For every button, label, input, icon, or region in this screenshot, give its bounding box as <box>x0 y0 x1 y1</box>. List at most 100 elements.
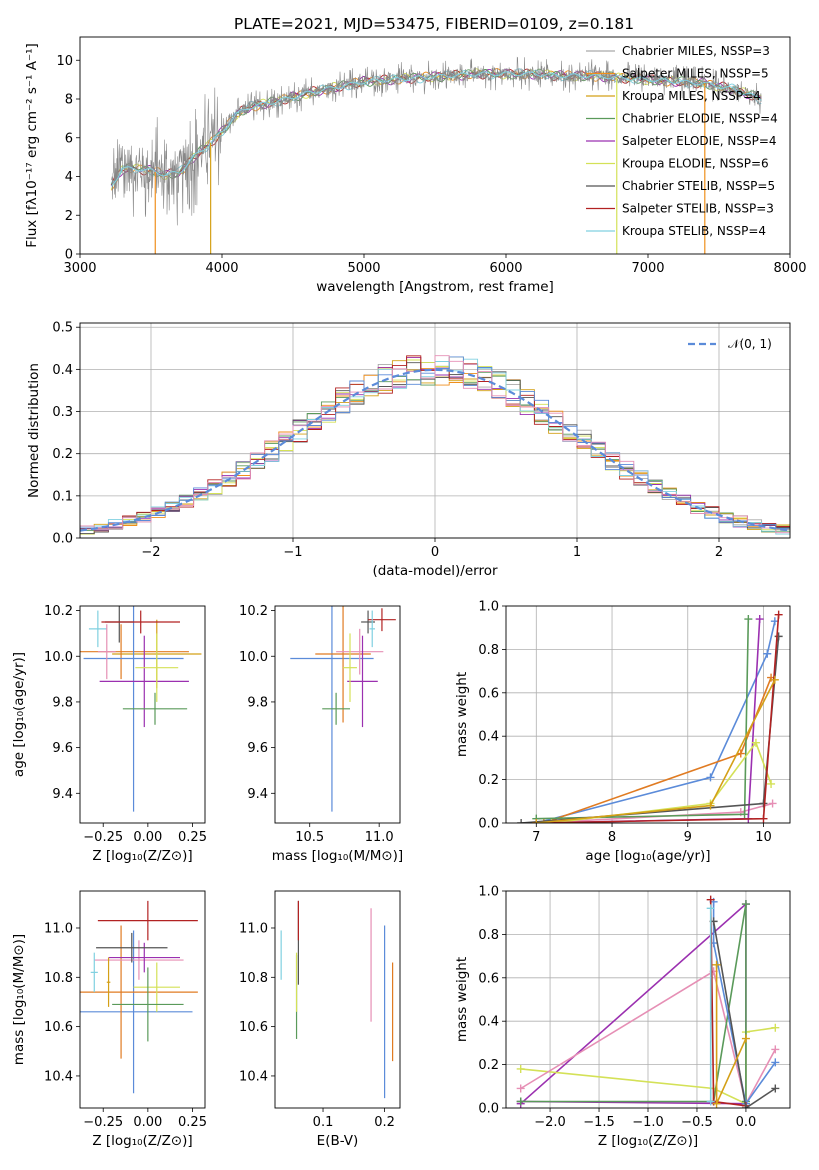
figure-title: PLATE=2021, MJD=53475, FIBERID=0109, z=0… <box>234 15 634 33</box>
y-axis-label: mass [log₁₀(M/M⊙)] <box>11 934 27 1065</box>
series-marker <box>706 1097 715 1106</box>
x-axis-label: E(B-V) <box>317 1133 359 1149</box>
series-marker <box>706 773 715 782</box>
x-tick-label: 0.00 <box>133 830 162 845</box>
y-tick-label: 1.0 <box>478 885 499 900</box>
y-axis-label: mass weight <box>454 672 470 757</box>
series-marker <box>755 615 764 624</box>
series-marker <box>771 1058 780 1067</box>
series-line <box>712 921 776 1108</box>
axes-frame <box>79 890 206 1109</box>
axes-frame <box>79 36 791 255</box>
x-tick-label: 9 <box>684 830 692 845</box>
y-tick-label: 10.4 <box>239 1069 268 1084</box>
series-marker <box>706 801 715 810</box>
y-tick-label: 9.4 <box>52 787 73 802</box>
y-tick-label: 0.0 <box>478 1102 499 1117</box>
histogram-plot <box>80 355 790 538</box>
model-spectrum-kroupa-stelib <box>110 71 762 187</box>
y-tick-label: 9.6 <box>52 741 73 756</box>
y-tick-label: 9.4 <box>247 787 268 802</box>
y-tick-label: 0.2 <box>478 773 499 788</box>
x-tick-label: 7 <box>532 830 540 845</box>
axes-frame <box>79 605 206 824</box>
x-tick-label: −1 <box>283 545 302 560</box>
series-marker <box>516 1064 525 1073</box>
y-tick-label: 0.8 <box>478 643 499 658</box>
x-tick-label: 0.25 <box>178 1115 207 1130</box>
series-line <box>712 901 776 1106</box>
series-line <box>536 679 776 823</box>
x-axis-label: age [log₁₀(age/yr)] <box>585 848 710 864</box>
errorbar-plot <box>280 900 394 1099</box>
series-marker <box>774 610 783 619</box>
legend-label: Salpeter ELODIE, NSSP=4 <box>622 134 777 148</box>
x-tick-label: 8 <box>608 830 616 845</box>
y-tick-label: 9.8 <box>247 695 268 710</box>
x-tick-label: −2.0 <box>534 1115 566 1130</box>
x-tick-label: 7000 <box>631 261 664 276</box>
y-tick-label: 9.8 <box>52 695 73 710</box>
x-tick-label: −0.25 <box>83 830 123 845</box>
legend-label: Salpeter MILES, NSSP=5 <box>622 67 769 81</box>
series-marker <box>744 615 753 624</box>
x-tick-label: −0.25 <box>83 1115 123 1130</box>
line-plot <box>516 895 780 1108</box>
legend-label: Kroupa MILES, NSSP=4 <box>622 89 761 103</box>
series-line <box>520 970 777 1106</box>
series-marker <box>774 632 783 641</box>
legend-label: Chabrier MILES, NSSP=3 <box>622 44 770 58</box>
legend-label: Salpeter STELIB, NSSP=3 <box>622 202 774 216</box>
series-line <box>543 677 772 823</box>
y-tick-label: 0.3 <box>52 405 73 420</box>
y-tick-label: 10.6 <box>239 1020 268 1035</box>
x-tick-label: 5000 <box>347 261 380 276</box>
x-tick-label: −0.5 <box>681 1115 713 1130</box>
series-marker <box>768 799 777 808</box>
x-tick-label: −1.5 <box>583 1115 615 1130</box>
x-tick-label: 11.0 <box>365 830 394 845</box>
y-tick-label: 11.0 <box>239 921 268 936</box>
x-tick-label: 0.25 <box>178 830 207 845</box>
x-axis-label: wavelength [Angstrom, rest frame] <box>316 279 554 295</box>
series-line <box>520 903 747 1103</box>
series-marker <box>767 779 776 788</box>
series-marker <box>771 1023 780 1032</box>
y-tick-label: 0.4 <box>478 730 499 745</box>
y-tick-label: 10.0 <box>44 650 73 665</box>
axes-frame <box>79 322 791 539</box>
line-plot <box>517 610 783 823</box>
y-tick-label: 6 <box>65 131 73 146</box>
x-tick-label: 0.2 <box>374 1115 395 1130</box>
x-tick-label: 0.1 <box>313 1115 334 1130</box>
y-tick-label: 10.8 <box>239 971 268 986</box>
x-tick-label: −1.0 <box>632 1115 664 1130</box>
x-tick-label: 8000 <box>773 261 806 276</box>
y-tick-label: 0.4 <box>478 1015 499 1030</box>
x-tick-label: 0.00 <box>133 1115 162 1130</box>
series-marker <box>517 819 526 823</box>
series-marker <box>751 738 760 747</box>
y-tick-label: 0.0 <box>478 817 499 832</box>
y-tick-label: 0.0 <box>52 532 73 547</box>
series-marker <box>771 1084 780 1093</box>
legend-label: Kroupa STELIB, NSSP=4 <box>622 224 766 238</box>
series-marker <box>516 1097 525 1106</box>
x-axis-label: Z [log₁₀(Z/Z⊙)] <box>92 1133 192 1149</box>
y-tick-label: 8 <box>65 93 73 108</box>
y-tick-label: 10.6 <box>44 1020 73 1035</box>
y-tick-label: 0.2 <box>478 1058 499 1073</box>
y-axis-label: age [log₁₀(age/yr)] <box>11 652 27 777</box>
axes-frame <box>274 890 401 1109</box>
series-marker <box>706 904 715 913</box>
y-tick-label: 10.8 <box>44 971 73 986</box>
y-tick-label: 0.1 <box>52 489 73 504</box>
y-axis-label: Flux [fλ10⁻¹⁷ erg cm⁻² s⁻¹ A⁻¹] <box>24 43 40 248</box>
legend-label: Chabrier STELIB, NSSP=5 <box>622 179 775 193</box>
y-tick-label: 4 <box>65 170 73 185</box>
x-tick-label: 1 <box>573 545 581 560</box>
x-tick-label: 3000 <box>63 261 96 276</box>
y-tick-label: 10.2 <box>44 604 73 619</box>
y-tick-label: 0.6 <box>478 971 499 986</box>
